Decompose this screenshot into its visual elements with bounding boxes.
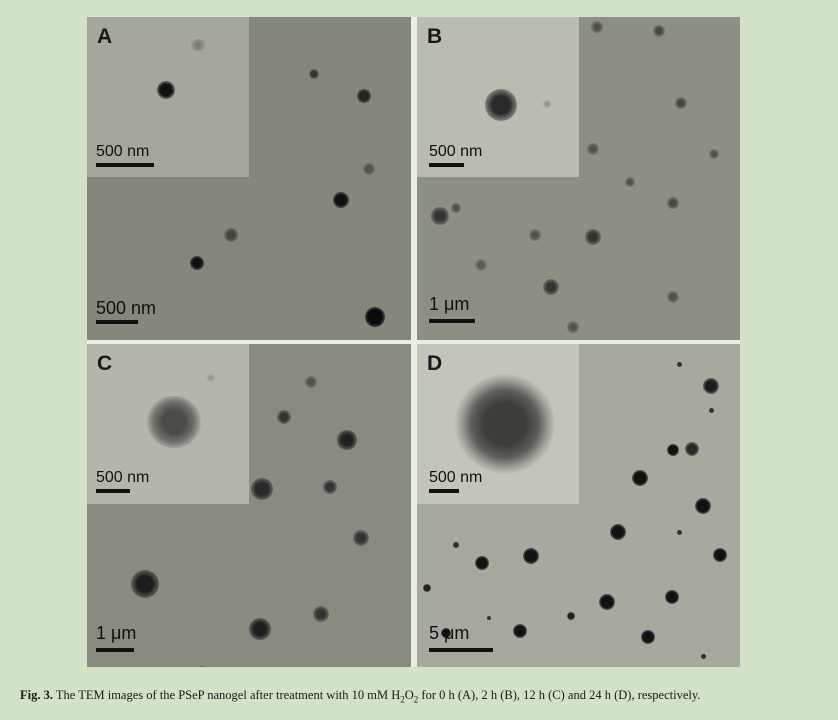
nanogel-particle [365, 307, 385, 327]
nanogel-particle [695, 498, 711, 514]
nanogel-particle [309, 69, 319, 79]
nanogel-particle [337, 430, 357, 450]
nanogel-particle [567, 612, 575, 620]
nanogel-particle [632, 470, 648, 486]
panel-d: 500 nm D 5 μm [417, 344, 740, 667]
panel-letter: A [97, 25, 113, 48]
main-scale-label: 500 nm [96, 298, 157, 318]
nanogel-particle [567, 321, 579, 333]
caption-formula-o: O [404, 688, 414, 702]
nanogel-particle [667, 197, 679, 209]
nanogel-particle [587, 143, 599, 155]
nanogel-particle [191, 39, 205, 51]
nanogel-particle [653, 25, 665, 37]
nanogel-particle [313, 606, 329, 622]
panel-letter: B [427, 25, 443, 48]
nanogel-particle [599, 594, 615, 610]
nanogel-particle [703, 378, 719, 394]
nanogel-particle [685, 442, 699, 456]
figure-caption: Fig. 3. The TEM images of the PSeP nanog… [20, 688, 830, 705]
inset-scale-label: 500 nm [429, 469, 483, 486]
nanogel-particle [625, 177, 635, 187]
nanogel-particle [585, 229, 601, 245]
main-scale-bar [429, 319, 475, 323]
nanogel-particle [610, 524, 626, 540]
nanogel-particle [713, 548, 727, 562]
panel-b-inset: 500 nm [417, 17, 579, 177]
nanogel-particle [423, 584, 431, 592]
nanogel-particle [431, 207, 449, 225]
nanogel-particle [157, 81, 175, 99]
caption-sub-2: 2 [413, 694, 419, 705]
caption-sub-1: 2 [400, 694, 405, 705]
nanogel-particle [190, 256, 204, 270]
nanogel-particle [523, 548, 539, 564]
inset-scale-bar [96, 163, 154, 167]
nanogel-particle [667, 291, 679, 303]
inset-scale-label: 500 nm [96, 143, 150, 160]
nanogel-particle [591, 21, 603, 33]
nanogel-particle [475, 259, 487, 271]
nanogel-particle [453, 542, 459, 548]
panel-a: 500 nm A 500 nm [87, 17, 411, 340]
caption-text-after: for 0 h (A), 2 h (B), 12 h (C) and 24 h … [418, 688, 701, 702]
nanogel-particle [251, 478, 273, 500]
nanogel-particle [675, 97, 687, 109]
nanogel-particle [641, 630, 655, 644]
nanogel-particle [543, 100, 551, 108]
inset-scale-bar [96, 489, 130, 493]
nanogel-particle [513, 624, 527, 638]
nanogel-particle [677, 530, 682, 535]
panel-letter: D [427, 352, 443, 375]
panel-letter: C [97, 352, 113, 375]
nanogel-particle [333, 192, 349, 208]
nanogel-particle [665, 590, 679, 604]
nanogel-particle [475, 556, 489, 570]
main-scale-bar [429, 648, 493, 652]
main-scale-label: 1 μm [96, 623, 137, 643]
nanogel-particle [543, 279, 559, 295]
nanogel-particle [363, 163, 375, 175]
nanogel-particle [249, 618, 271, 640]
panel-c-inset: 500 nm [87, 344, 249, 504]
caption-label: Fig. 3. [20, 688, 53, 702]
nanogel-particle [487, 616, 491, 620]
nanogel-particle [323, 480, 337, 494]
main-scale-label: 1 μm [429, 294, 470, 314]
nanogel-particle [195, 666, 209, 667]
caption-text-before: The TEM images of the PSeP nanogel after… [55, 688, 401, 702]
nanogel-particle [451, 203, 461, 213]
nanogel-particle [667, 444, 679, 456]
main-scale-label: 5 μm [429, 623, 470, 643]
nanogel-particle [131, 570, 159, 598]
nanogel-particle [224, 228, 238, 242]
nanogel-particle [357, 89, 371, 103]
nanogel-particle [709, 408, 714, 413]
nanogel-particle [485, 89, 517, 121]
nanogel-particle [441, 628, 451, 638]
nanogel-particle [277, 410, 291, 424]
nanogel-particle [709, 149, 719, 159]
tem-figure: 500 nm A 500 nm 500 nm B [87, 17, 740, 667]
inset-scale-bar [429, 489, 459, 493]
nanogel-particle [305, 376, 317, 388]
inset-scale-label: 500 nm [96, 469, 150, 486]
nanogel-particle [353, 530, 369, 546]
nanogel-particle [701, 654, 706, 659]
nanogel-particle [529, 229, 541, 241]
panel-b: 500 nm B 1 μm [417, 17, 740, 340]
panel-d-inset: 500 nm [417, 344, 579, 504]
nanogel-particle [677, 362, 682, 367]
main-scale-bar [96, 320, 138, 324]
panel-a-inset: 500 nm [87, 17, 249, 177]
nanogel-particle [207, 374, 215, 382]
nanogel-particle [147, 396, 201, 448]
nanogel-particle [455, 374, 555, 474]
main-scale-bar [96, 648, 134, 652]
panel-c: 500 nm C 1 μm [87, 344, 411, 667]
inset-scale-label: 500 nm [429, 143, 483, 160]
inset-scale-bar [429, 163, 464, 167]
